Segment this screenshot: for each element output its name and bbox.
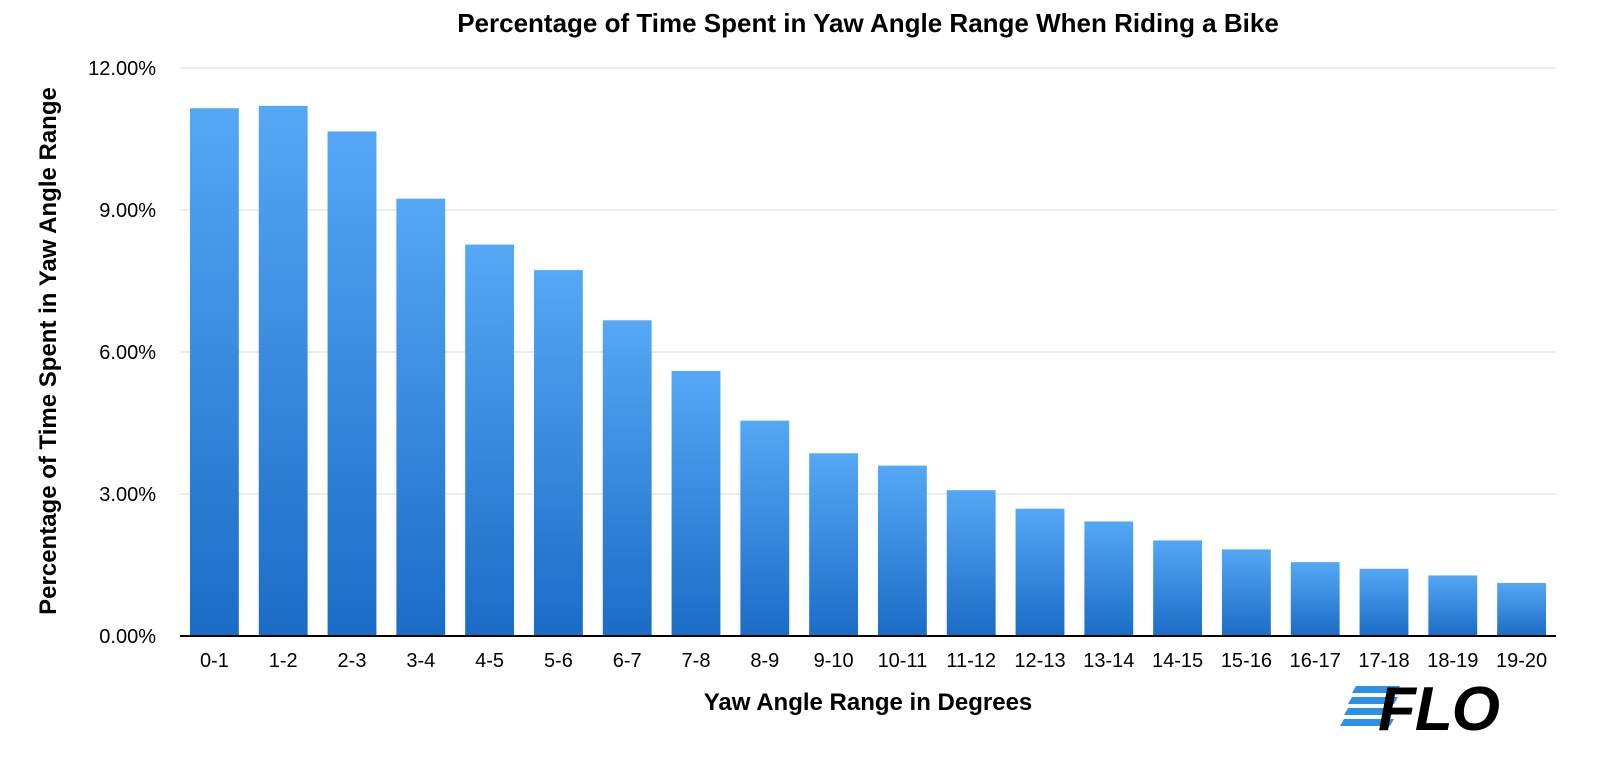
x-tick-label: 18-19	[1427, 650, 1478, 672]
bar-14-15	[1153, 540, 1203, 636]
x-tick-label: 3-4	[406, 650, 435, 672]
x-tick-label: 9-10	[814, 650, 854, 672]
x-tick-label: 7-8	[682, 650, 711, 672]
y-axis-ticks: 0.00% 3.00% 6.00% 9.00% 12.00%	[88, 58, 156, 648]
bar-19-20	[1497, 582, 1547, 636]
x-tick-label: 1-2	[269, 650, 298, 672]
x-tick-label: 0-1	[200, 650, 229, 672]
chart-title: Percentage of Time Spent in Yaw Angle Ra…	[457, 8, 1279, 38]
bar-1-2	[258, 105, 308, 636]
bar-2-3	[327, 131, 377, 636]
bar-10-11	[877, 465, 927, 636]
y-tick-label: 12.00%	[88, 58, 156, 80]
bar-7-8	[671, 370, 721, 636]
y-axis-title: Percentage of Time Spent in Yaw Angle Ra…	[35, 87, 62, 615]
logo-stripe	[1352, 686, 1400, 693]
x-tick-label: 5-6	[544, 650, 573, 672]
x-tick-label: 13-14	[1083, 650, 1134, 672]
bars	[189, 105, 1547, 636]
x-tick-label: 11-12	[946, 650, 996, 672]
bar-6-7	[602, 320, 652, 636]
bar-5-6	[533, 270, 583, 636]
gridlines	[180, 67, 1556, 495]
x-tick-label: 14-15	[1152, 650, 1203, 672]
x-tick-label: 6-7	[613, 650, 642, 672]
x-tick-label: 12-13	[1014, 650, 1065, 672]
bar-17-18	[1359, 568, 1409, 636]
y-tick-label: 6.00%	[99, 342, 156, 364]
x-tick-label: 8-9	[750, 650, 779, 672]
bar-12-13	[1015, 508, 1065, 636]
y-tick-label: 9.00%	[99, 200, 156, 222]
bar-18-19	[1428, 575, 1478, 636]
bar-15-16	[1221, 549, 1271, 636]
x-tick-label: 16-17	[1290, 650, 1341, 672]
bar-9-10	[809, 453, 859, 636]
x-axis-title: Yaw Angle Range in Degrees	[704, 689, 1033, 716]
bar-8-9	[740, 420, 790, 636]
logo-stripe	[1340, 719, 1394, 726]
x-tick-label: 10-11	[878, 650, 928, 672]
x-tick-label: 2-3	[338, 650, 367, 672]
y-tick-label: 3.00%	[99, 484, 156, 506]
logo-stripes-icon	[1340, 686, 1400, 726]
logo-stripe	[1344, 708, 1396, 715]
x-tick-label: 19-20	[1496, 650, 1547, 672]
logo-stripe	[1348, 697, 1398, 704]
bar-13-14	[1084, 521, 1134, 636]
bar-16-17	[1290, 562, 1340, 636]
flo-logo: FLO	[1340, 675, 1501, 744]
bar-3-4	[396, 198, 446, 636]
bar-0-1	[189, 108, 239, 636]
logo-text: FLO	[1378, 675, 1500, 744]
y-tick-label: 0.00%	[99, 626, 156, 648]
bar-4-5	[465, 244, 515, 636]
x-tick-label: 15-16	[1221, 650, 1272, 672]
x-axis-ticks: 0-1 1-2 2-3 3-4 4-5 5-6 6-7 7-8 8-9 9-10 10-11 11-1…	[200, 650, 1547, 672]
x-tick-label: 4-5	[475, 650, 504, 672]
x-tick-label: 17-18	[1358, 650, 1409, 672]
bar-11-12	[946, 490, 996, 636]
